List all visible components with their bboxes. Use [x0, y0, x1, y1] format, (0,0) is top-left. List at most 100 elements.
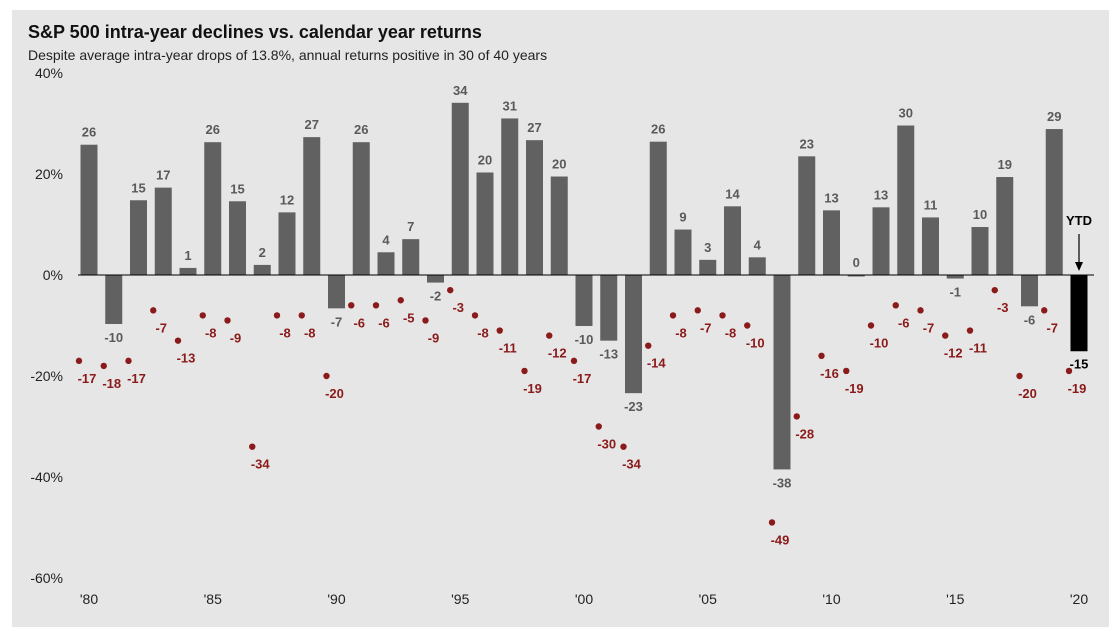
bar-value-label: -1: [949, 285, 961, 300]
decline-value-label: -9: [230, 330, 242, 345]
decline-value-label: -6: [378, 315, 390, 330]
x-tick-label: '20: [1070, 591, 1088, 607]
decline-dot-2012: [867, 322, 875, 329]
decline-dot-2016: [966, 327, 974, 334]
decline-value-label: -5: [403, 310, 415, 325]
decline-dot-1988: [273, 312, 281, 319]
decline-dot-1989: [298, 312, 305, 319]
bar-1999: [550, 176, 568, 275]
bar-2018: [1021, 275, 1038, 307]
y-tick-label: -40%: [30, 469, 63, 485]
bar-value-label: 10: [973, 207, 987, 222]
bar-1988: [278, 212, 296, 275]
decline-value-label: -8: [205, 325, 217, 340]
bar-1991: [352, 142, 370, 275]
bar-value-label: 2: [259, 245, 266, 260]
decline-dot-1993: [397, 297, 404, 304]
decline-value-label: -7: [700, 320, 712, 335]
bar-1990: [328, 275, 345, 309]
bar-1993: [402, 239, 420, 275]
bar-1984: [179, 267, 197, 275]
decline-dot-1994: [422, 317, 429, 324]
decline-value-label: -8: [675, 325, 687, 340]
bar-value-label: 19: [998, 157, 1012, 172]
bar-1983: [154, 187, 172, 275]
decline-dot-1980: [75, 357, 83, 365]
x-tick-label: '80: [80, 591, 98, 607]
decline-value-label: -8: [304, 325, 316, 340]
ytd-arrow-head: [1075, 262, 1083, 271]
bar-2007: [748, 257, 766, 275]
decline-value-label: -16: [820, 366, 839, 381]
decline-value-label: -17: [78, 371, 97, 386]
decline-value-label: -17: [573, 371, 592, 386]
decline-dot-2002: [620, 443, 627, 450]
bar-2003: [649, 141, 667, 275]
decline-value-label: -20: [325, 386, 344, 401]
decline-value-label: -11: [969, 341, 987, 356]
bar-2006: [724, 206, 741, 275]
bar-value-label: -10: [575, 332, 594, 347]
decline-dot-1987: [249, 443, 256, 450]
bar-value-label: -23: [624, 399, 643, 414]
bar-value-label: 26: [82, 125, 96, 140]
decline-dot-1986: [224, 317, 231, 324]
bar-value-label: 26: [354, 122, 368, 137]
y-tick-label: 40%: [35, 65, 63, 81]
x-tick-label: '95: [451, 591, 469, 607]
decline-dot-1996: [471, 312, 479, 319]
bar-1997: [501, 118, 519, 275]
bar-2015: [946, 275, 964, 279]
bar-2001: [600, 275, 618, 341]
bar-value-label: -15: [1070, 356, 1089, 371]
bar-value-label: 23: [800, 136, 814, 151]
decline-value-label: -20: [1018, 386, 1037, 401]
decline-dot-1997: [496, 327, 503, 334]
x-tick-label: '05: [699, 591, 717, 607]
decline-value-label: -13: [177, 351, 196, 366]
bar-value-label: 20: [552, 157, 566, 172]
bar-2011: [847, 275, 865, 277]
bar-1985: [204, 142, 222, 275]
bar-value-label: -10: [104, 330, 123, 345]
bar-value-label: 17: [156, 168, 170, 183]
decline-dot-2017: [991, 286, 998, 294]
y-tick-label: -20%: [30, 368, 63, 384]
bar-2013: [897, 125, 915, 276]
bar-2004: [674, 229, 692, 275]
bar-1992: [377, 252, 395, 275]
y-tick-label: 0%: [43, 267, 63, 283]
bar-2009: [798, 156, 816, 275]
bar-value-label: 26: [206, 122, 220, 137]
bar-value-label: -6: [1024, 312, 1036, 327]
bar-value-label: -13: [599, 347, 618, 362]
decline-value-label: -30: [597, 437, 616, 452]
bar-2005: [699, 259, 717, 275]
decline-dot-2019: [1041, 307, 1048, 314]
decline-dot-2004: [669, 312, 677, 319]
bar-2010: [823, 210, 840, 275]
decline-dot-2014: [917, 307, 924, 314]
bar-value-label: 20: [478, 152, 492, 167]
decline-dot-1985: [199, 312, 206, 319]
bar-2012: [872, 207, 890, 275]
bar-value-label: -7: [331, 314, 343, 329]
x-tick-label: '85: [204, 591, 222, 607]
decline-value-label: -10: [746, 336, 765, 351]
bar-value-label: 34: [453, 83, 468, 98]
decline-dot-2015: [942, 332, 949, 339]
bar-value-label: -38: [773, 475, 792, 490]
bar-1981: [105, 275, 123, 324]
bar-1980: [80, 144, 98, 275]
decline-value-label: -8: [477, 325, 489, 340]
decline-value-label: -28: [795, 426, 814, 441]
decline-dot-2009: [793, 413, 800, 420]
x-tick-label: '10: [822, 591, 840, 607]
decline-value-label: -9: [428, 330, 440, 345]
decline-value-label: -12: [944, 346, 963, 361]
bar-value-label: 27: [305, 117, 319, 132]
decline-dot-2013: [892, 302, 899, 309]
bar-1995: [451, 102, 469, 275]
bar-value-label: 29: [1047, 109, 1061, 124]
ytd-label: YTD: [1066, 213, 1092, 228]
